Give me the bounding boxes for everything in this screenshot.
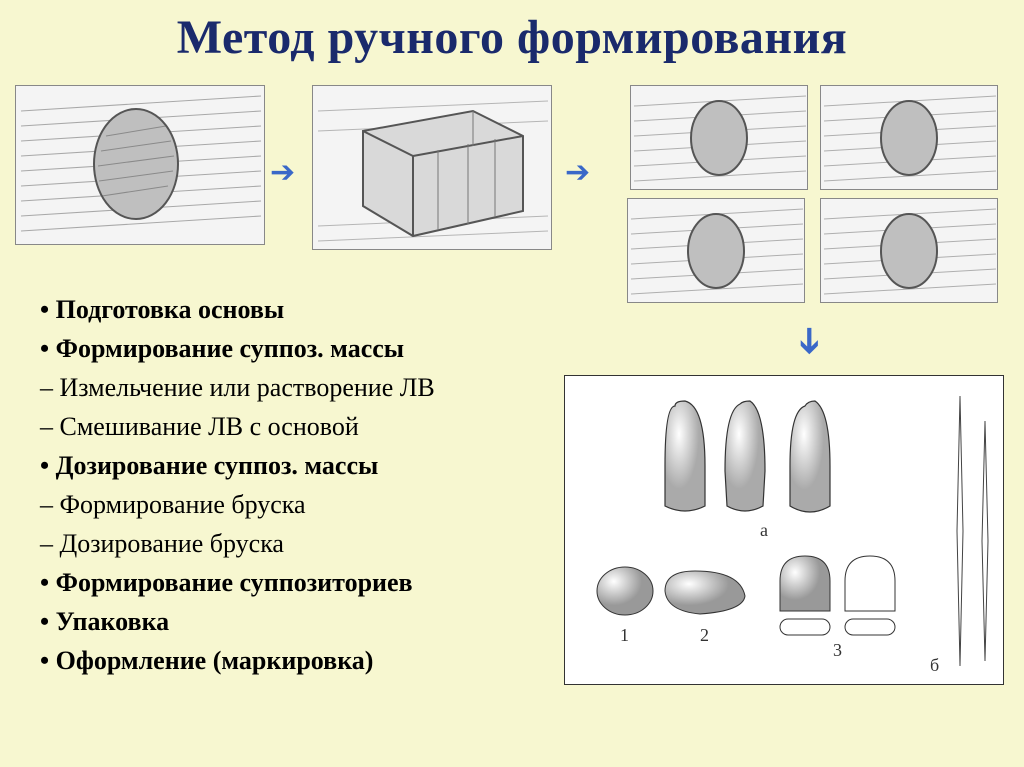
list-item: Упаковка (40, 602, 560, 641)
list-item: Оформление (маркировка) (40, 641, 560, 680)
down-arrow-icon: ➔ (789, 326, 831, 356)
sketch-small-4 (820, 198, 998, 303)
list-item: Смешивание ЛВ с основой (40, 407, 560, 446)
page-title: Метод ручного формирования (0, 0, 1024, 65)
sketch-row: ➔ ➔ (15, 85, 1009, 265)
sketch-brick (312, 85, 552, 250)
arrow-icon: ➔ (270, 155, 295, 190)
list-item: Формирование суппозиториев (40, 563, 560, 602)
list-item: Дозирование бруска (40, 524, 560, 563)
sketch-ball (15, 85, 265, 245)
list-item: Подготовка основы (40, 290, 560, 329)
list-item: Измельчение или растворение ЛВ (40, 368, 560, 407)
svg-text:2: 2 (700, 625, 709, 645)
steps-list: Подготовка основыФормирование суппоз. ма… (40, 290, 560, 680)
arrow-icon: ➔ (565, 155, 590, 190)
svg-text:б: б (930, 655, 939, 675)
sketch-small-3 (627, 198, 805, 303)
list-item: Формирование суппоз. массы (40, 329, 560, 368)
shapes-panel: а 1 2 3 б (564, 375, 1004, 685)
sketch-small-2 (820, 85, 998, 190)
svg-text:3: 3 (833, 640, 842, 660)
list-item: Дозирование суппоз. массы (40, 446, 560, 485)
row1-label: а (760, 520, 768, 540)
svg-text:1: 1 (620, 625, 629, 645)
list-item: Формирование бруска (40, 485, 560, 524)
sketch-small-1 (630, 85, 808, 190)
